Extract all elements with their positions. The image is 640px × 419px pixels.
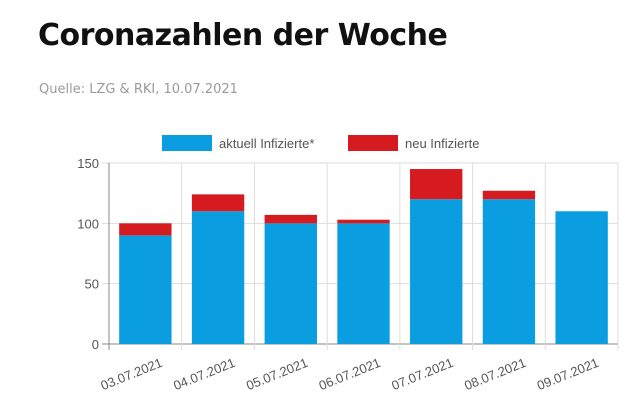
bar-aktuell-5[interactable]: [410, 199, 463, 344]
bar-neu-6[interactable]: [482, 190, 536, 200]
bar-neu-4[interactable]: [337, 219, 390, 224]
bar-aktuell-7[interactable]: [555, 211, 608, 344]
chart-legend: aktuell Infizierte* neu Infizierte: [162, 135, 479, 151]
x-tick-label: 09.07.2021: [535, 355, 601, 393]
y-tick-label: 100: [77, 216, 99, 231]
bar-neu-3[interactable]: [264, 214, 317, 224]
bar-aktuell-3[interactable]: [264, 223, 317, 344]
legend-label-1: aktuell Infizierte*: [219, 136, 314, 151]
legend-swatch-2: [348, 135, 398, 151]
bar-aktuell-4[interactable]: [337, 223, 390, 344]
y-tick-label: 50: [85, 277, 99, 292]
bar-neu-2[interactable]: [191, 194, 245, 212]
page-title: Coronazahlen der Woche: [38, 18, 448, 53]
bar-neu-5[interactable]: [410, 169, 463, 200]
x-tick-label: 07.07.2021: [389, 355, 455, 393]
x-tick-label: 03.07.2021: [99, 355, 165, 393]
source-note: Quelle: LZG & RKI, 10.07.2021: [39, 82, 238, 97]
y-tick-label: 0: [92, 337, 99, 352]
x-tick-label: 08.07.2021: [462, 355, 528, 393]
x-tick-label: 05.07.2021: [244, 355, 310, 393]
legend-label-2: neu Infizierte: [405, 136, 479, 151]
bar-aktuell-2[interactable]: [191, 211, 245, 344]
legend-swatch-1: [162, 135, 212, 151]
bar-neu-1[interactable]: [119, 223, 172, 236]
x-tick-label: 04.07.2021: [171, 355, 237, 393]
y-tick-label: 150: [77, 156, 99, 171]
chart-bars: [119, 169, 608, 344]
bar-aktuell-6[interactable]: [482, 199, 536, 344]
x-tick-label: 06.07.2021: [317, 355, 383, 393]
bar-aktuell-1[interactable]: [119, 235, 172, 344]
